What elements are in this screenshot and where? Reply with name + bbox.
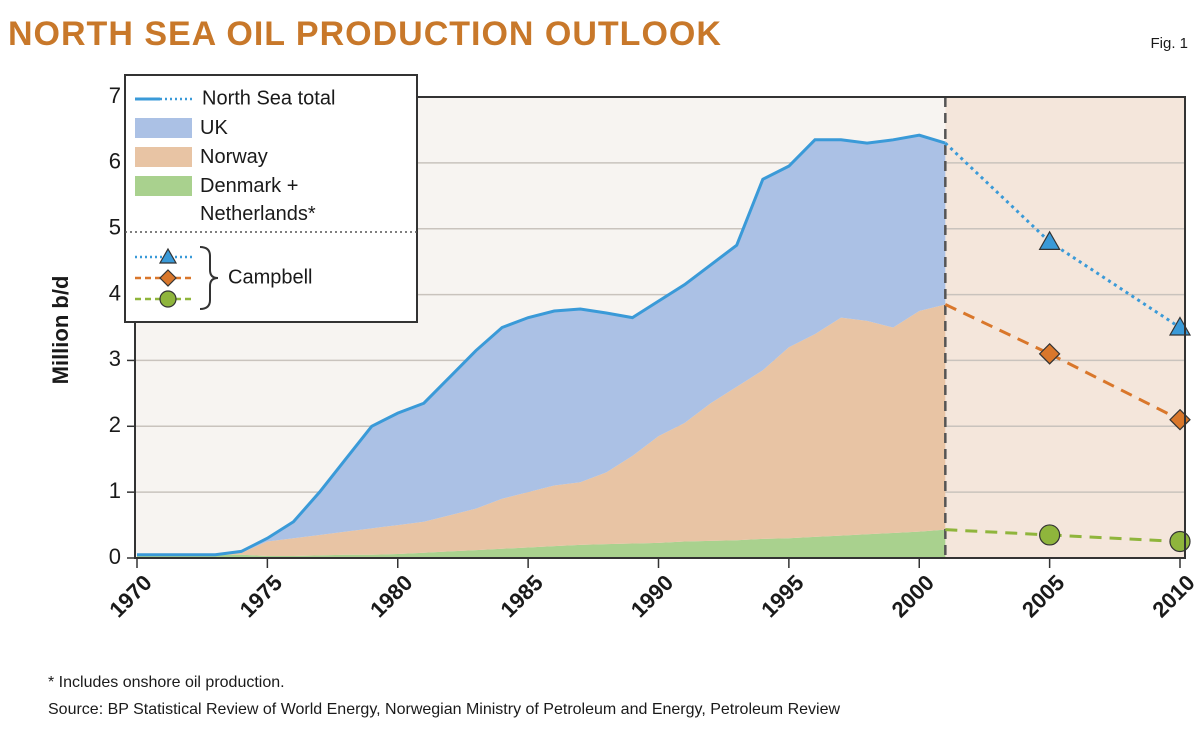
legend-label: UK: [200, 117, 228, 139]
legend-swatch: [135, 147, 192, 167]
marker: [1039, 524, 1061, 546]
marker: [1038, 230, 1061, 250]
y-tick-label: 3: [109, 346, 121, 371]
y-axis-label: Million b/d: [48, 276, 73, 385]
area: [137, 304, 946, 557]
marker: [159, 269, 177, 287]
x-tick-label: 1980: [365, 570, 417, 622]
legend-label: Campbell: [228, 266, 312, 288]
legend: North Sea total UK Norway Denmark + Netherl…: [124, 74, 418, 323]
fig-label: Fig. 1: [1150, 35, 1188, 52]
y-tick-label: 1: [109, 478, 121, 503]
y-tick-label: 5: [109, 215, 121, 240]
legend-label-box: Denmark + Netherlands* + Germany: [200, 175, 316, 233]
marker: [159, 290, 177, 308]
forecast-background: [945, 97, 1185, 558]
forecast-line: [1048, 352, 1181, 422]
x-tick-label: 1990: [626, 570, 678, 622]
plot-frame: [134, 96, 1186, 559]
area: [137, 135, 946, 555]
marker: [1169, 530, 1191, 553]
area: [137, 529, 946, 558]
x-tick-label: 1985: [495, 570, 547, 622]
y-tick-label: 2: [109, 412, 121, 437]
forecast-line: [1049, 533, 1181, 544]
legend-label: Norway: [200, 146, 268, 168]
legend-label-box: UK: [200, 117, 228, 139]
total-line: [137, 133, 946, 557]
forecast-connector: [944, 142, 1051, 243]
marker: [158, 247, 178, 264]
y-tick-label: 0: [109, 544, 121, 569]
marker: [1038, 342, 1061, 365]
footnote: * Includes onshore oil production.: [48, 674, 285, 691]
y-tick-label: 4: [109, 280, 121, 305]
x-tick-label: 2010: [1147, 570, 1199, 622]
y-tick-label: 7: [109, 83, 121, 108]
x-tick-label: 1975: [235, 570, 287, 622]
legend-label-box: Norway: [200, 146, 268, 168]
legend-swatch: [135, 176, 192, 196]
x-tick-label: 1970: [104, 570, 156, 622]
legend-label: North Sea total: [202, 87, 335, 109]
legend-label: Denmark + Netherlands* + Germany: [200, 175, 316, 233]
legend-swatch: [135, 118, 192, 138]
x-tick-label: 2000: [887, 570, 939, 622]
x-tick-label: 2005: [1017, 570, 1069, 622]
chart-title: NORTH SEA OIL PRODUCTION OUTLOOK: [8, 15, 722, 53]
y-tick-label: 6: [109, 149, 121, 174]
x-tick-label: 1995: [756, 570, 808, 622]
source: Source: BP Statistical Review of World E…: [48, 701, 840, 718]
forecast-connector: [945, 528, 1050, 537]
forecast-line: [1048, 240, 1181, 329]
legend-brace: [199, 246, 219, 310]
